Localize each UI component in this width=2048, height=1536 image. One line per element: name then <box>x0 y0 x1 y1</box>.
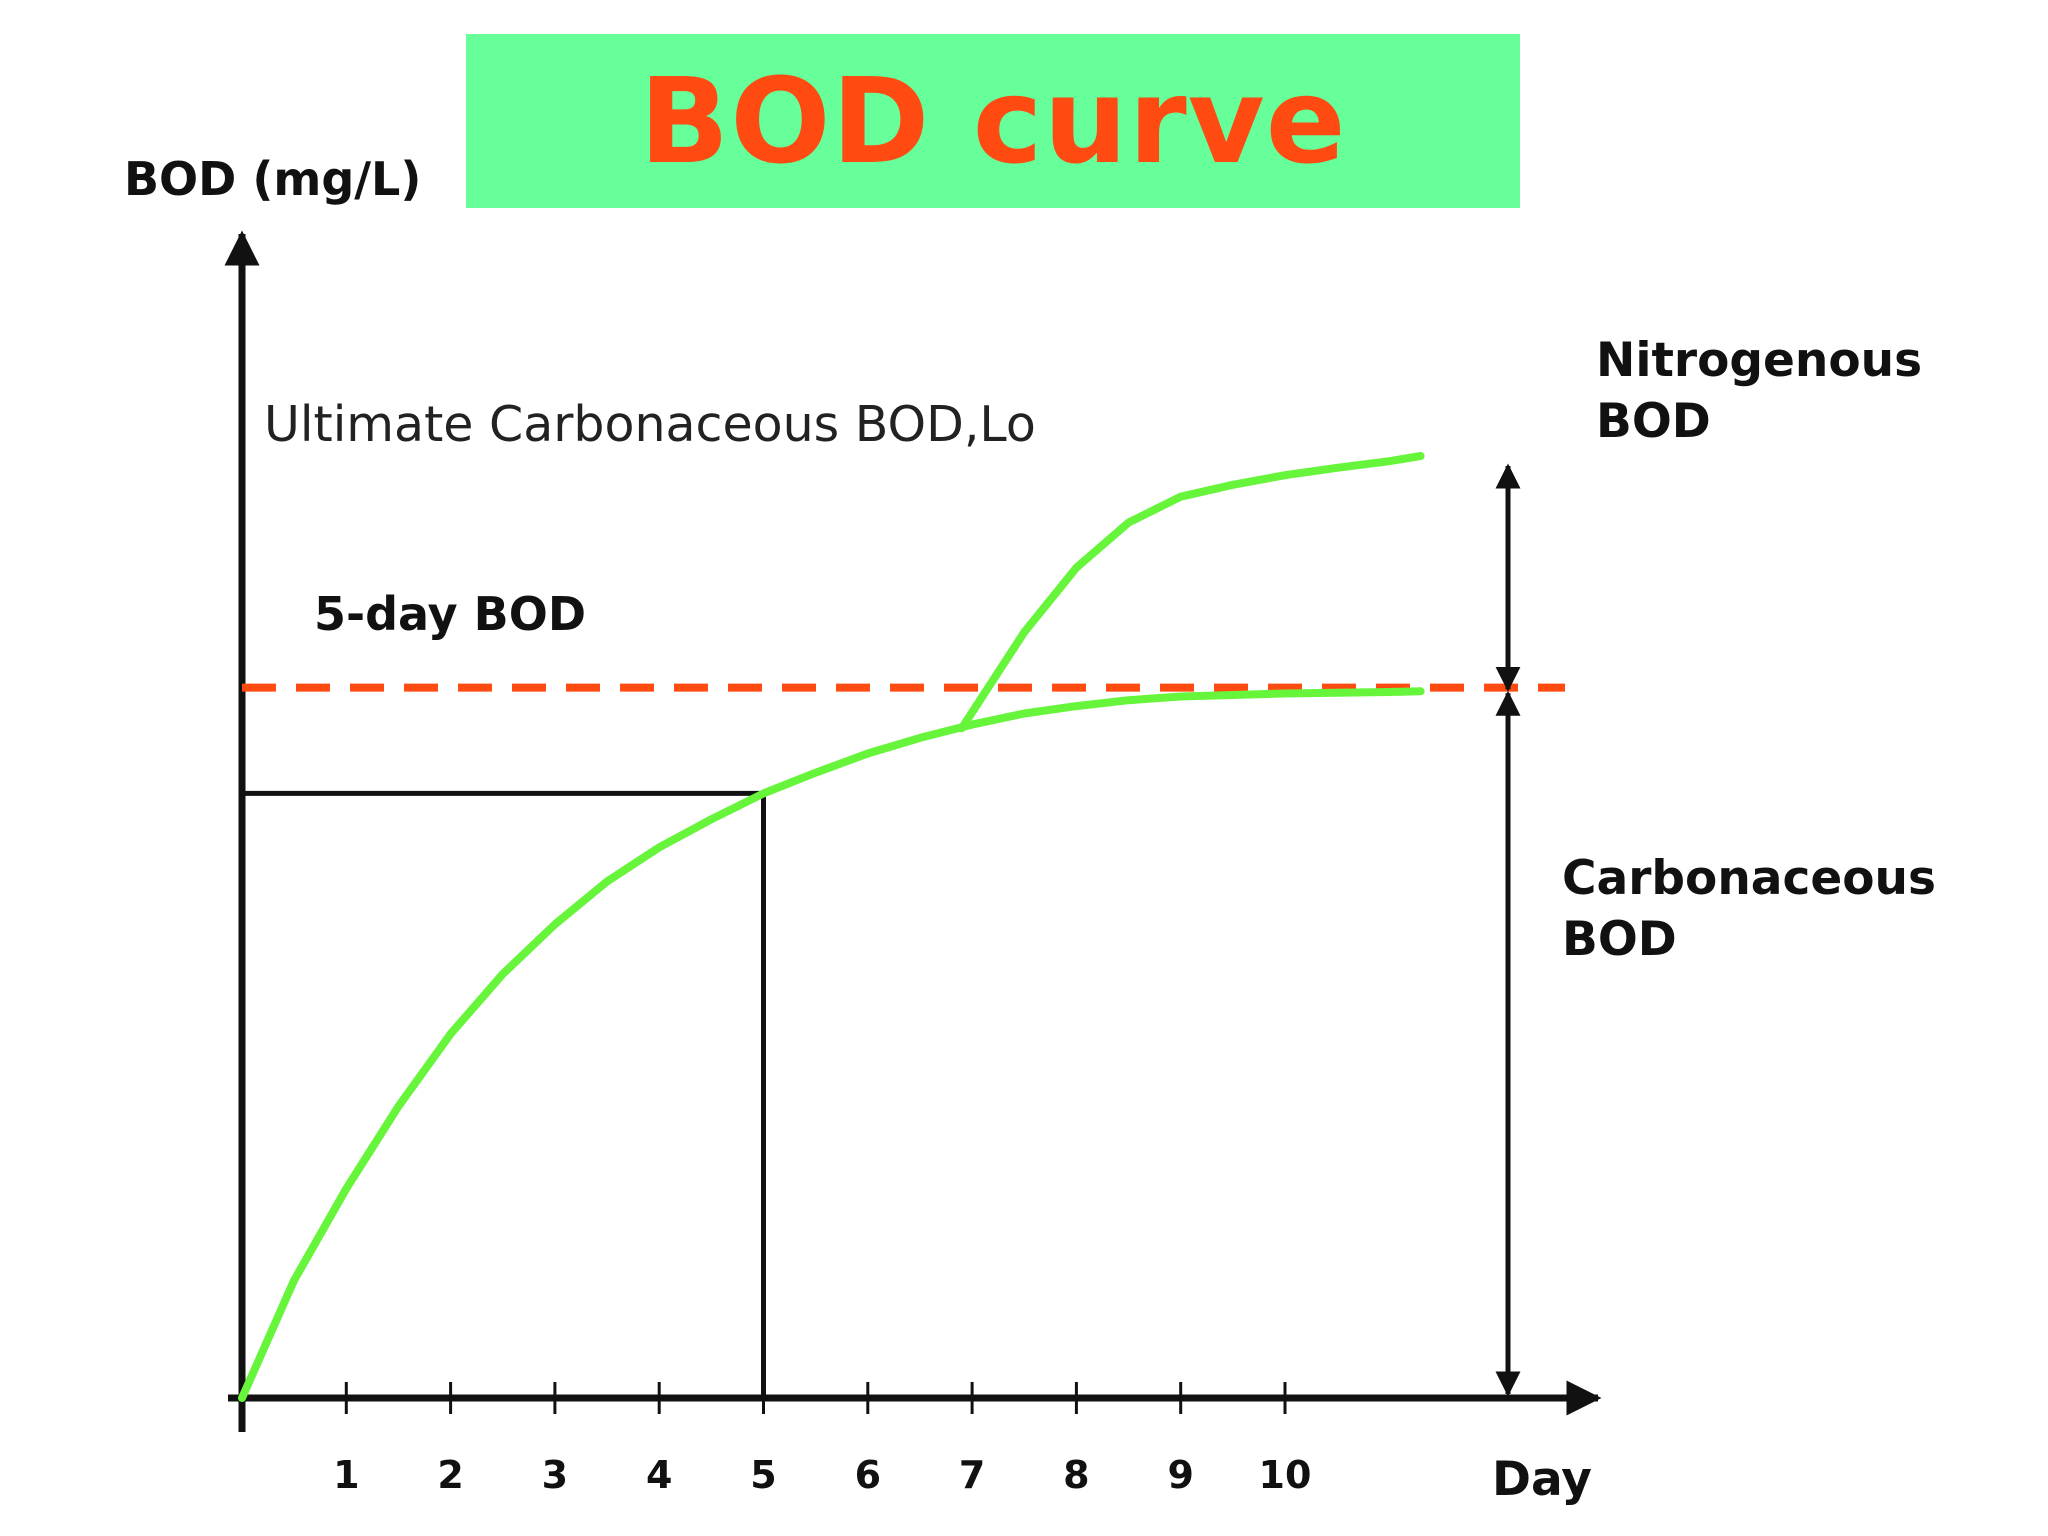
nitrogenous-label-line1: Nitrogenous <box>1596 333 1923 388</box>
carbonaceous-label-line2: BOD <box>1562 912 1677 967</box>
ultimate-bod-label: Ultimate Carbonaceous BOD,Lo <box>264 396 1036 453</box>
y-axis-label: BOD (mg/L) <box>124 152 422 206</box>
x-tick-label: 9 <box>1167 1453 1193 1497</box>
carbonaceous-bod-label: Carbonaceous BOD <box>1562 848 2032 970</box>
five-day-bod-label: 5-day BOD <box>314 587 587 641</box>
x-tick-label: 2 <box>437 1453 463 1497</box>
axes <box>224 230 1602 1432</box>
x-tick-label: 6 <box>855 1453 881 1497</box>
nitrogenous-bod-curve <box>957 452 1425 733</box>
nitrogenous-bod-label: Nitrogenous BOD <box>1596 330 2026 452</box>
carbonaceous-label-line1: Carbonaceous <box>1562 851 1936 906</box>
x-tick-label: 4 <box>646 1453 672 1497</box>
x-ticks: 1 2 3 4 5 6 7 8 9 10 <box>333 1382 1311 1497</box>
carbonaceous-bod-curve <box>238 687 1425 1402</box>
series-group <box>238 452 1425 1402</box>
title-banner: BOD curve <box>466 34 1520 208</box>
x-tick-label: 1 <box>333 1453 359 1497</box>
x-tick-label: 8 <box>1063 1453 1089 1497</box>
chart-title: BOD curve <box>639 52 1347 190</box>
x-tick-label: 10 <box>1259 1453 1312 1497</box>
x-tick-label: 5 <box>750 1453 776 1497</box>
x-tick-label: 7 <box>959 1453 985 1497</box>
nitrogenous-label-line2: BOD <box>1596 394 1711 449</box>
x-tick-label: 3 <box>542 1453 568 1497</box>
five-day-guides <box>242 683 1565 1398</box>
x-axis-label: Day <box>1492 1452 1592 1507</box>
